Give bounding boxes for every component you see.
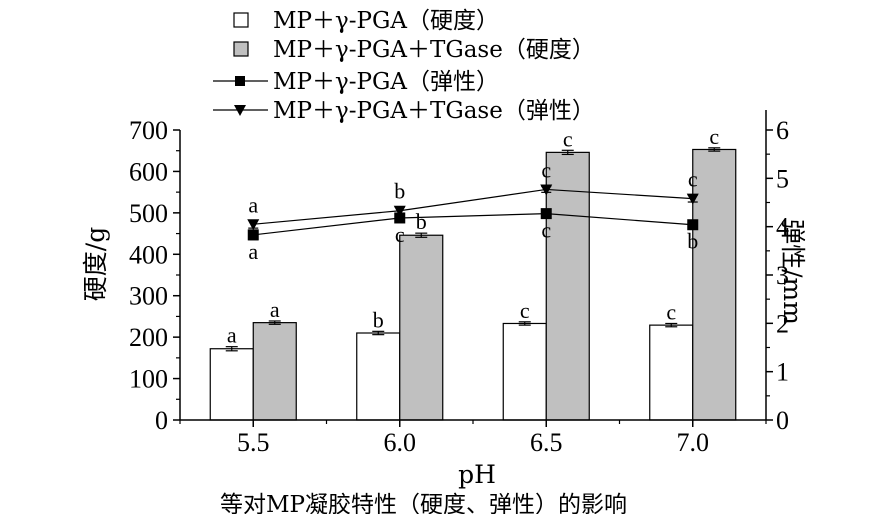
legend: MP＋γ-PGA（硬度） MP＋γ-PGA＋TGase（硬度） MP＋γ-PGA（弹…: [213, 8, 595, 124]
x-tick-label: 7.0: [677, 428, 710, 457]
legend-label: MP＋γ-PGA（弹性）: [273, 69, 499, 95]
x-tick-label: 6.5: [530, 428, 563, 457]
significance-label: b: [394, 179, 405, 204]
significance-label: b: [687, 229, 698, 254]
point-marker: [686, 193, 699, 205]
bar: [502, 322, 547, 421]
bar: [399, 234, 444, 421]
y-tick-label-left: 100: [129, 365, 168, 394]
y-tick-label-left: 500: [129, 199, 168, 228]
bar: [692, 148, 737, 421]
point-marker: [687, 219, 699, 231]
legend-label: MP＋γ-PGA（硬度）: [273, 8, 499, 34]
y-axis-right-title: 弹性/mm: [778, 219, 807, 325]
y-tick-label-right: 3: [776, 261, 789, 290]
y-tick-label-left: 400: [129, 240, 168, 269]
series-line: [253, 188, 693, 225]
significance-label: c: [541, 157, 551, 182]
axes: 5.5 6.0 6.5 7.0 0 100 200 300 400 500 600 700 0 1 2 3 4 5…: [129, 110, 789, 457]
footer-caption: 等对MP凝胶特性（硬度、弹性）的影响: [220, 492, 627, 514]
point-marker: [393, 205, 406, 217]
significance-label: c: [666, 299, 676, 324]
y-tick-label-right: 4: [776, 213, 789, 242]
bar: [209, 348, 254, 421]
point-marker: [247, 229, 259, 241]
x-tick-label: 5.5: [237, 428, 270, 457]
y-tick-label-right: 5: [776, 164, 789, 193]
y-tick-label-right: 6: [776, 116, 789, 145]
bar: [649, 324, 694, 421]
legend-marker: [235, 76, 245, 86]
legend-marker: [234, 105, 246, 116]
series-line: [253, 213, 693, 236]
bar: [252, 322, 297, 421]
point-marker: [247, 219, 260, 231]
significance-label: a: [227, 323, 237, 348]
y-tick-label-left: 700: [129, 116, 168, 145]
significance-label: c: [688, 167, 698, 192]
significance-label: c: [541, 218, 551, 243]
significance-label: c: [709, 124, 719, 149]
y-tick-label-left: 300: [129, 282, 168, 311]
point-marker: [394, 212, 406, 224]
significance-label: b: [373, 307, 384, 332]
y-axis-left-title: 硬度/g: [81, 227, 110, 301]
y-tick-label-right: 1: [776, 358, 789, 387]
x-tick-label: 6.0: [384, 428, 417, 457]
point-marker: [540, 208, 552, 220]
significance-label: a: [248, 192, 258, 217]
y-tick-label-left: 600: [129, 157, 168, 186]
point-marker: [540, 184, 553, 196]
y-tick-label-right: 2: [776, 309, 789, 338]
legend-swatch: [233, 41, 249, 57]
x-axis-title: pH: [458, 460, 496, 489]
significance-label: a: [270, 297, 280, 322]
significance-label: c: [563, 126, 573, 151]
legend-swatch: [233, 12, 249, 28]
legend-label: MP＋γ-PGA＋TGase（硬度）: [273, 37, 595, 63]
y-tick-label-left: 0: [155, 406, 168, 435]
significance-label: c: [395, 222, 405, 247]
legend-label: MP＋γ-PGA＋TGase（弹性）: [273, 98, 595, 124]
bar: [356, 332, 401, 421]
significance-label: b: [416, 209, 427, 234]
bar: [545, 151, 590, 421]
y-tick-label-right: 0: [776, 406, 789, 435]
significance-label: c: [520, 298, 530, 323]
significance-label: a: [248, 239, 258, 264]
y-tick-label-left: 200: [129, 323, 168, 352]
